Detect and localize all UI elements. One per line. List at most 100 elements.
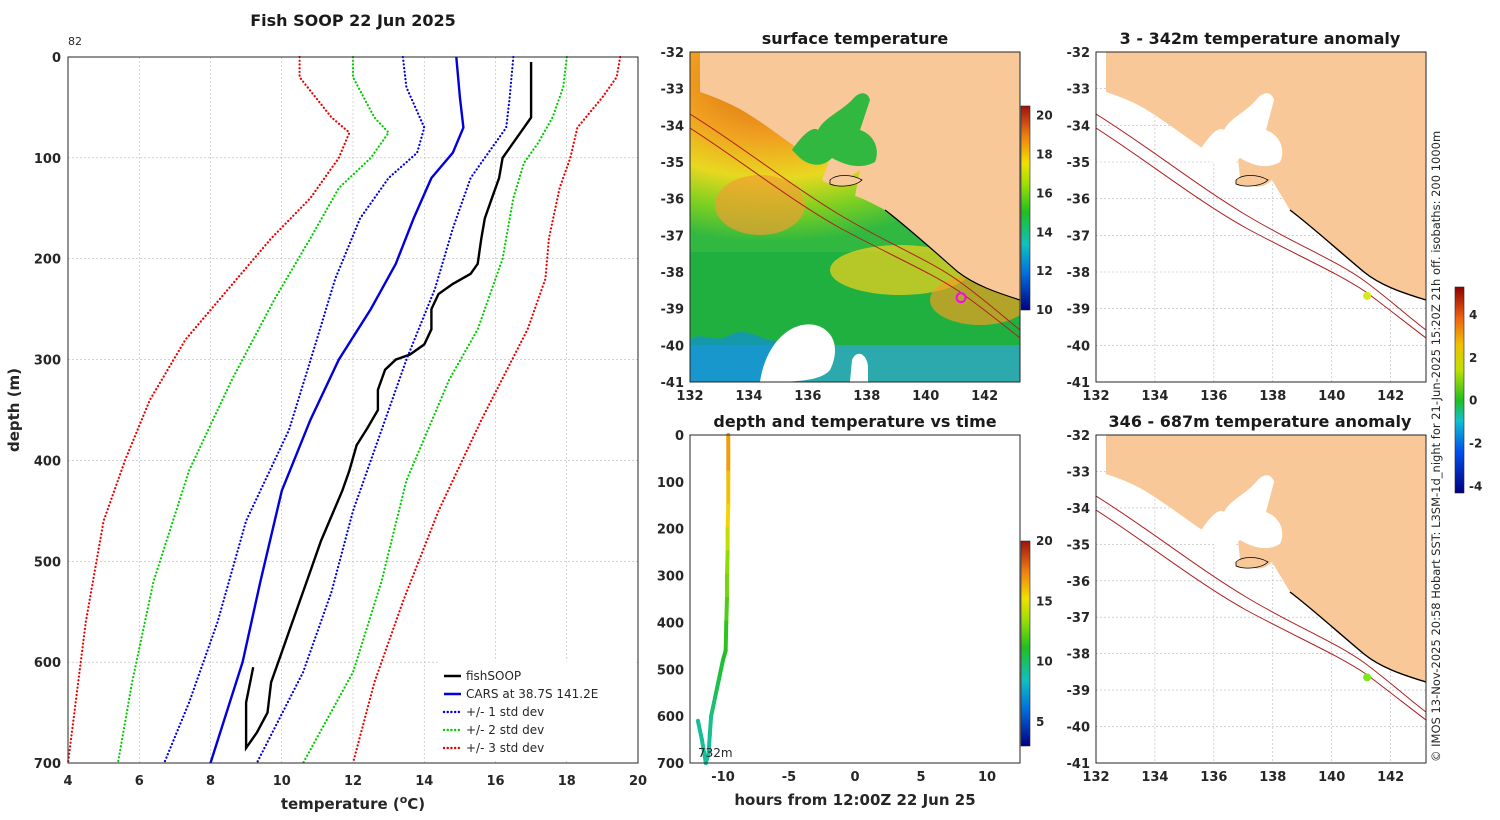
- anomaly-shallow-ticks: 132 134 136 138 140 142 -32 -33 -34 -35 -36 -37 -38 -…: [1067, 46, 1405, 404]
- anomaly-shallow-y-tick: -36: [1067, 193, 1091, 208]
- anomaly-deep-marker: [1363, 673, 1372, 682]
- time-xlabel: hours from 12:00Z 22 Jun 25: [734, 791, 975, 809]
- profile-x-tick: 6: [135, 774, 144, 789]
- anomaly-deep-island: [1235, 557, 1269, 569]
- anomaly-shallow-frame: [1095, 51, 1427, 383]
- anomaly-shallow-title: 3 - 342m temperature anomaly: [1120, 29, 1401, 48]
- anomaly-deep-ticks: 132 134 136 138 140 142 -32 -33 -34 -35 -36 -37 -38 -…: [1067, 429, 1405, 785]
- sst-colorbar: [1020, 105, 1031, 311]
- time-panel: depth and temperature vs time -10 -5 0 5 100…: [657, 412, 1053, 809]
- profile-y-tick: 400: [34, 454, 61, 469]
- time-track-segment: [706, 732, 712, 756]
- anomaly-shallow-y-tick: -38: [1067, 266, 1091, 281]
- sst-gulfs: [792, 93, 877, 167]
- time-x-tick: 0: [850, 770, 859, 785]
- anomaly-deep-y-tick: -35: [1067, 538, 1091, 553]
- sst-coastline: [884, 209, 1020, 301]
- profile-x-tick: 4: [63, 774, 72, 789]
- profile-legend: fishSOOP CARS at 38.7S 141.2E +/- 1 std de…: [437, 661, 637, 761]
- time-y-tick: 100: [657, 476, 684, 491]
- series-line: [66, 55, 351, 765]
- time-y-tick: 600: [657, 710, 684, 725]
- series-line: [163, 55, 426, 765]
- sst-x-tick: 140: [912, 389, 939, 404]
- legend-label: CARS at 38.7S 141.2E: [466, 687, 598, 701]
- time-colorbar-tick: 10: [1036, 655, 1053, 669]
- anomaly-shallow-coastline: [1289, 209, 1426, 301]
- sst-colorbar-tick: 10: [1036, 303, 1053, 317]
- anomaly-deep-y-tick: -39: [1067, 684, 1091, 699]
- time-track-segment: [724, 550, 730, 578]
- profile-grid: [67, 56, 639, 764]
- time-colorbar: [1020, 540, 1031, 747]
- profile-x-tick: 18: [558, 774, 576, 789]
- sst-colorbar-tick: 20: [1036, 109, 1053, 123]
- sst-panel: surface temperature 132 134 136 138 140 142 -3…: [661, 29, 1053, 404]
- anomaly-colorbar-tick: 0: [1469, 394, 1477, 408]
- anomaly-deep-y-tick: -41: [1067, 757, 1091, 772]
- sst-x-tick: 138: [853, 389, 880, 404]
- time-track-segment: [723, 620, 729, 653]
- sst-y-tick: -35: [661, 156, 685, 171]
- sst-x-tick: 142: [971, 389, 998, 404]
- time-frame: [689, 434, 1021, 764]
- sst-colorbar-tick: 14: [1036, 225, 1053, 239]
- max-depth-label: 732m: [698, 746, 733, 760]
- anomaly-colorbar-tick: 2: [1469, 351, 1477, 365]
- anomaly-deep-x-tick: 140: [1318, 770, 1345, 785]
- series-line: [116, 55, 391, 765]
- anomaly-colorbar-ticks: -4 -2 0 2 4: [1469, 308, 1482, 494]
- time-track-segment: [709, 695, 718, 719]
- anomaly-shallow-x-tick: 132: [1082, 389, 1109, 404]
- profile-x-tick: 12: [344, 774, 362, 789]
- time-track-segment: [699, 737, 708, 765]
- anomaly-colorbar-tick: 4: [1469, 308, 1477, 322]
- profile-title: Fish SOOP 22 Jun 2025: [250, 11, 456, 30]
- sst-colorbar-tick: 18: [1036, 148, 1053, 162]
- sst-cloud-gap-2: [850, 353, 868, 382]
- series-line: [244, 62, 533, 752]
- time-y-tick: 700: [657, 757, 684, 772]
- profile-x-tick: 16: [486, 774, 504, 789]
- sst-isobath-200: [690, 113, 1020, 331]
- time-colorbar-ticks: 5 10 15 20: [1036, 534, 1053, 729]
- profile-xlabel: temperature (oC): [281, 793, 425, 813]
- time-colorbar-tick: 20: [1036, 534, 1053, 548]
- anomaly-deep-y-tick: -32: [1067, 429, 1091, 444]
- anomaly-shallow-x-tick: 136: [1200, 389, 1227, 404]
- time-track-segment: [707, 714, 714, 737]
- profile-ylabel: depth (m): [5, 368, 23, 452]
- profile-y-tick: 300: [34, 354, 61, 369]
- sst-ticks: 132 134 136 138 140 142 -32 -33 -34 -35 -36 -37 -38 -…: [661, 46, 999, 404]
- time-colorbar-tick: 15: [1036, 594, 1053, 608]
- anomaly-shallow-y-tick: -39: [1067, 303, 1091, 318]
- profile-y-tick: 500: [34, 555, 61, 570]
- series-line: [255, 55, 515, 765]
- profile-x-tick: 14: [415, 774, 433, 789]
- time-track-segment: [724, 597, 729, 625]
- sst-y-tick: -38: [661, 266, 685, 281]
- anomaly-deep-y-tick: -40: [1067, 721, 1091, 736]
- sst-map: [690, 52, 1020, 382]
- anomaly-deep-x-tick: 134: [1141, 770, 1168, 785]
- profile-frame: [67, 56, 639, 764]
- sst-x-tick: 134: [735, 389, 762, 404]
- anomaly-colorbar-tick: -4: [1469, 480, 1482, 494]
- legend-label: +/- 3 std dev: [466, 741, 544, 755]
- time-title: depth and temperature vs time: [713, 412, 996, 431]
- sst-colorbar-tick: 16: [1036, 186, 1053, 200]
- anomaly-shallow-y-tick: -37: [1067, 229, 1091, 244]
- sst-y-tick: -41: [661, 376, 685, 391]
- anomaly-shallow-x-tick: 138: [1259, 389, 1286, 404]
- legend-label: fishSOOP: [466, 669, 521, 683]
- sst-land: [700, 52, 1020, 300]
- anomaly-shallow-y-tick: -32: [1067, 46, 1091, 61]
- profile-y-tick: 0: [52, 51, 61, 66]
- anomaly-deep-x-tick: 138: [1259, 770, 1286, 785]
- anomaly-deep-title: 346 - 687m temperature anomaly: [1109, 412, 1412, 431]
- profile-corner-label: 82: [68, 35, 82, 48]
- time-y-tick: 400: [657, 616, 684, 631]
- profile-x-tick: 20: [629, 774, 647, 789]
